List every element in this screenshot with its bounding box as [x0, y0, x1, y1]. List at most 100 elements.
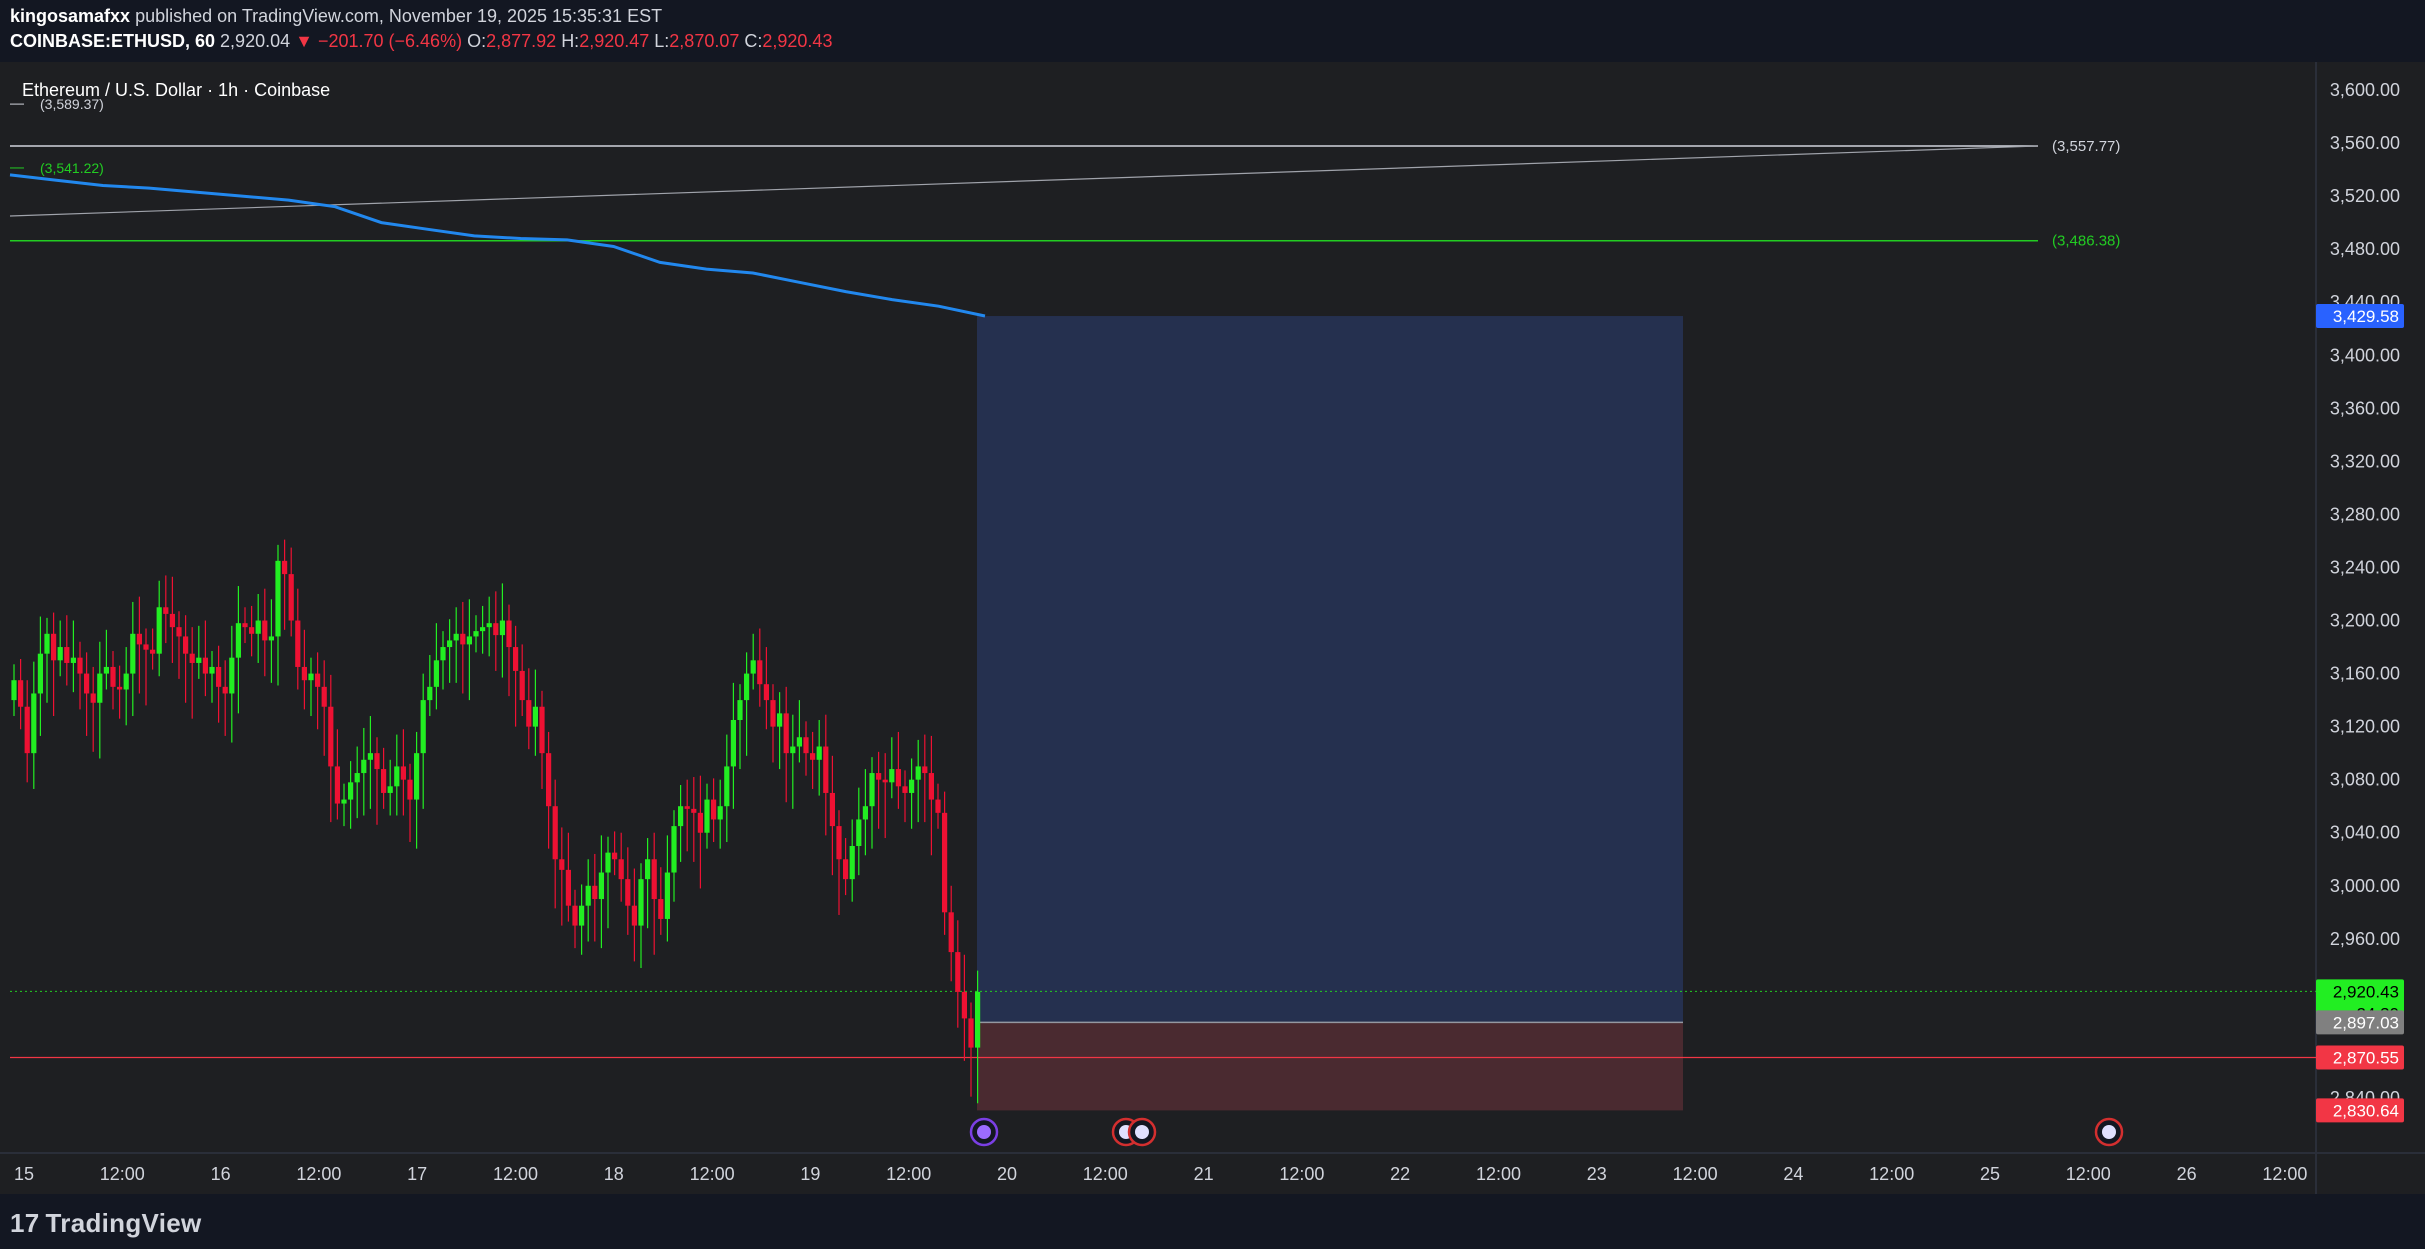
- position-tool[interactable]: [977, 316, 1683, 1111]
- candle-body: [348, 782, 354, 800]
- price-tag-label: 2,920.43: [2333, 982, 2399, 1001]
- price-axis-tick: 3,480.00: [2330, 239, 2400, 259]
- candle-body: [51, 633, 57, 661]
- time-axis-tick: 12:00: [886, 1164, 931, 1184]
- candle-body: [744, 673, 750, 701]
- candle-body: [57, 647, 63, 661]
- candle-body: [757, 660, 763, 685]
- symbol-label[interactable]: COINBASE:ETHUSD, 60: [10, 31, 216, 51]
- candle-body: [156, 607, 162, 654]
- candle-body: [77, 657, 83, 674]
- candle-body: [618, 859, 624, 880]
- candlestick-series: [11, 539, 981, 1104]
- price-tag: [2316, 1098, 2404, 1123]
- price-levels[interactable]: (3,589.37) (3,557.77) (3,541.22) (3,486.38): [9, 96, 2316, 1059]
- price-axis-tick: 3,240.00: [2330, 557, 2400, 577]
- tradingview-logo[interactable]: 17 TradingView: [10, 1208, 202, 1239]
- candle-body: [671, 826, 677, 873]
- time-axis-tick: 17: [407, 1164, 427, 1184]
- time-axis-tick: 26: [2177, 1164, 2197, 1184]
- candle-body: [763, 684, 769, 701]
- candle-body: [136, 633, 142, 645]
- price-axis-tick: 2,960.00: [2330, 929, 2400, 949]
- time-axis-tick: 12:00: [100, 1164, 145, 1184]
- candle-body: [810, 753, 816, 760]
- price-axis-tick: 3,560.00: [2330, 133, 2400, 153]
- candle-body: [777, 713, 783, 727]
- time-axis-tick: 23: [1587, 1164, 1607, 1184]
- candle-body: [361, 759, 367, 774]
- candle-body: [249, 627, 255, 634]
- candle-body: [499, 620, 505, 636]
- candle-body: [961, 991, 967, 1019]
- us-flag-icon-inner: [2102, 1125, 2116, 1139]
- time-axis-tick: 20: [997, 1164, 1017, 1184]
- candle-body: [288, 574, 294, 621]
- candle-body: [387, 786, 393, 793]
- candle-body: [803, 737, 809, 754]
- candle-body: [163, 607, 169, 614]
- price-axis-tick: 3,600.00: [2330, 80, 2400, 100]
- candle-body: [321, 686, 327, 707]
- level-label: (3,557.77): [2052, 138, 2120, 155]
- time-axis-tick: 21: [1194, 1164, 1214, 1184]
- candle-body: [605, 852, 611, 873]
- last-price: 2,920.04: [220, 31, 291, 51]
- candle-body: [922, 766, 928, 774]
- candle-body: [889, 769, 895, 783]
- candle-body: [730, 720, 736, 767]
- candle-body: [724, 766, 730, 807]
- price-axis-tick: 3,160.00: [2330, 664, 2400, 684]
- low-value: 2,870.07: [669, 31, 740, 51]
- candle-body: [381, 769, 387, 793]
- price-axis-tick: 3,000.00: [2330, 876, 2400, 896]
- candle-body: [11, 680, 17, 701]
- candle-body: [902, 786, 908, 793]
- author-name[interactable]: kingosamafxx: [10, 6, 131, 26]
- candle-body: [196, 657, 202, 663]
- time-axis[interactable]: 15 12:00 16 12:00 17 12:00 18 12:00 19 12:00 20 12:…: [14, 1164, 2307, 1184]
- price-tag: [2316, 1010, 2404, 1035]
- candle-body: [453, 633, 459, 641]
- candle-body: [169, 613, 175, 628]
- event-markers[interactable]: [969, 1117, 2124, 1147]
- candle-body: [658, 899, 664, 919]
- candle-body: [308, 673, 314, 681]
- candle-body: [420, 700, 426, 754]
- candle-body: [414, 753, 420, 800]
- time-axis-tick: 18: [604, 1164, 624, 1184]
- stop-loss-zone[interactable]: [977, 1022, 1683, 1111]
- candle-body: [948, 912, 954, 953]
- publish-line: kingosamafxx published on TradingView.co…: [10, 6, 662, 27]
- candle-body: [559, 859, 565, 870]
- candle-body: [275, 560, 281, 637]
- time-axis-tick: 24: [1783, 1164, 1803, 1184]
- tv-logo-icon: 17: [10, 1208, 40, 1238]
- footer: 17 TradingView: [0, 1194, 2425, 1249]
- candle-body: [519, 670, 525, 701]
- price-axis-tick: 3,320.00: [2330, 451, 2400, 471]
- vwap-line: [9, 173, 986, 318]
- price-chart[interactable]: (3,589.37) (3,557.77) (3,541.22) (3,486.38)…: [0, 62, 2425, 1194]
- vwap-path: [9, 173, 986, 318]
- candle-body: [295, 620, 301, 667]
- close-label: C:: [744, 31, 763, 51]
- take-profit-zone[interactable]: [977, 316, 1683, 1023]
- candle-body: [466, 636, 472, 645]
- candle-body: [18, 680, 24, 707]
- level-label: (3,486.38): [2052, 233, 2120, 250]
- candle-body: [598, 872, 604, 900]
- time-axis-tick: 12:00: [1673, 1164, 1718, 1184]
- candle-body: [539, 706, 545, 754]
- candle-body: [935, 799, 941, 813]
- candle-body: [823, 746, 829, 793]
- time-axis-tick: 12:00: [690, 1164, 735, 1184]
- candle-body: [697, 812, 703, 833]
- price-axis[interactable]: 3,600.003,560.003,520.003,480.003,440.00…: [2330, 80, 2400, 1108]
- time-axis-tick: 12:00: [493, 1164, 538, 1184]
- candle-body: [796, 737, 802, 747]
- time-axis-tick: 12:00: [2066, 1164, 2111, 1184]
- candle-body: [216, 666, 222, 687]
- candle-body: [150, 649, 156, 654]
- candle-body: [585, 885, 591, 906]
